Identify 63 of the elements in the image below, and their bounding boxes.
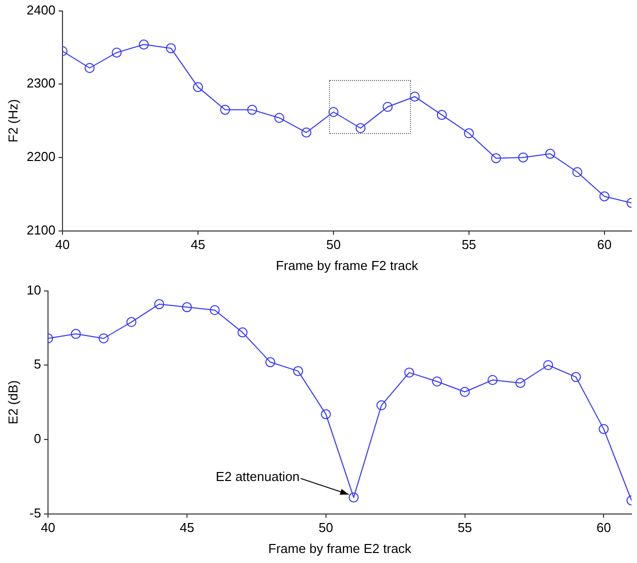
point — [376, 400, 386, 410]
y-tick-label: 2100 — [26, 222, 56, 238]
point — [436, 110, 447, 120]
point — [320, 409, 331, 420]
point — [488, 375, 498, 385]
point — [220, 104, 230, 115]
x-tick-label: 55 — [462, 237, 476, 252]
x-tick-label: 50 — [318, 520, 334, 536]
point — [464, 128, 474, 138]
x-tick-label: 60 — [596, 520, 611, 536]
x-tick-label: 40 — [55, 237, 70, 252]
point — [84, 63, 95, 73]
point — [301, 128, 312, 138]
point — [491, 153, 502, 164]
point — [410, 92, 420, 102]
y-tick-label: 0 — [34, 431, 42, 446]
point — [570, 372, 581, 382]
point — [599, 191, 610, 202]
point — [572, 167, 582, 178]
point — [247, 104, 258, 115]
point — [404, 368, 414, 378]
point — [166, 43, 176, 54]
point — [98, 333, 109, 344]
y-tick-label: 5 — [34, 356, 42, 372]
y-tick-label: 2400 — [26, 2, 56, 18]
point — [328, 107, 338, 117]
point — [238, 327, 248, 338]
annotation: E2 attenuation — [216, 469, 300, 484]
x-tick-label: 45 — [190, 237, 206, 252]
x-tick-label: 45 — [180, 520, 194, 536]
y-axis-title: F2 (Hz) — [5, 99, 20, 142]
point — [348, 492, 359, 502]
x-axis-title: Frame by frame F2 track — [276, 258, 419, 273]
point — [112, 48, 122, 58]
point — [515, 378, 526, 388]
x-tick-label: 50 — [326, 237, 341, 252]
y-axis-title: E2 (dB) — [5, 380, 20, 424]
y-tick-label: 2200 — [26, 149, 56, 164]
point — [432, 376, 442, 386]
point — [293, 366, 304, 376]
y-tick-label: 2300 — [26, 76, 56, 91]
y-tick-label: -5 — [29, 505, 42, 520]
point — [138, 40, 149, 50]
x-tick-label: 60 — [597, 237, 612, 252]
point — [70, 328, 81, 339]
point — [210, 305, 220, 316]
point — [192, 82, 203, 92]
point — [274, 112, 284, 123]
point — [518, 152, 528, 162]
point — [356, 123, 366, 134]
point — [543, 360, 554, 370]
point — [382, 102, 393, 112]
y-tick-label: 10 — [26, 282, 42, 298]
x-tick-label: 40 — [40, 520, 56, 536]
point — [126, 317, 136, 328]
point — [598, 424, 609, 434]
x-tick-label: 55 — [458, 520, 472, 536]
point — [182, 302, 192, 312]
point — [545, 148, 556, 159]
point — [265, 357, 276, 368]
point — [460, 386, 470, 397]
x-axis-title: Frame by frame E2 track — [268, 540, 412, 556]
point — [154, 299, 164, 310]
